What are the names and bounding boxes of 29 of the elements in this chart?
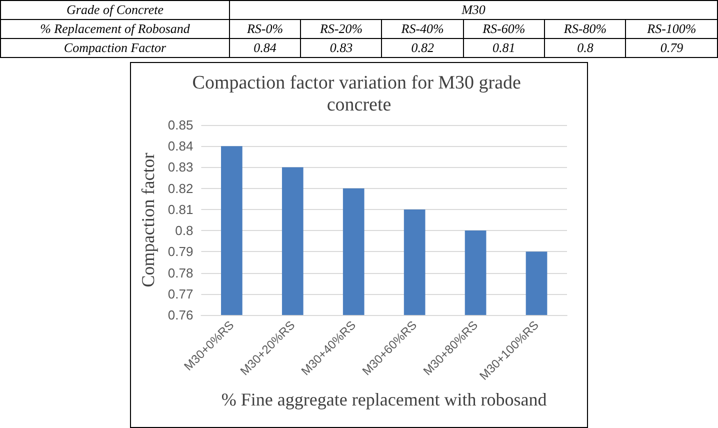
chart-title: Compaction factor variation for M30 grade concrete bbox=[192, 72, 526, 116]
text: 0.79 bbox=[626, 38, 718, 58]
y-tick-label: 0.76 bbox=[168, 308, 194, 322]
text: RS-40% bbox=[382, 20, 464, 38]
y-tick-label: 0.77 bbox=[168, 286, 194, 302]
text: 0.81 bbox=[463, 38, 545, 58]
text: RS-80% bbox=[544, 20, 626, 38]
y-tick-label: 0.83 bbox=[168, 160, 194, 175]
text: RS-100% bbox=[626, 20, 718, 38]
text: RS-0% bbox=[230, 20, 301, 38]
y-tick-label: 0.79 bbox=[168, 244, 194, 260]
text: Grade of Concrete bbox=[0, 0, 230, 20]
y-tick-label: 0.85 bbox=[168, 118, 194, 132]
x-axis-title: % Fine aggregate replacement with robosand bbox=[221, 390, 547, 410]
text: 0.82 bbox=[382, 38, 464, 58]
text: M30 bbox=[230, 0, 718, 20]
y-tick-label: 0.78 bbox=[168, 265, 194, 280]
text: 0.8 bbox=[544, 38, 626, 58]
y-tick-label: 0.82 bbox=[168, 180, 194, 196]
y-axis-title: Compaction factor bbox=[138, 152, 158, 288]
text: RS-60% bbox=[463, 20, 545, 38]
y-tick-label: 0.84 bbox=[168, 138, 194, 154]
text: RS-20% bbox=[300, 20, 382, 38]
text: 0.83 bbox=[300, 38, 382, 58]
text: % Replacement of Robosand bbox=[0, 20, 230, 38]
text: Compaction Factor bbox=[0, 38, 230, 58]
text: 0.84 bbox=[230, 38, 301, 58]
y-tick-label: 0.8 bbox=[175, 223, 194, 238]
y-tick-label: 0.81 bbox=[168, 202, 194, 217]
